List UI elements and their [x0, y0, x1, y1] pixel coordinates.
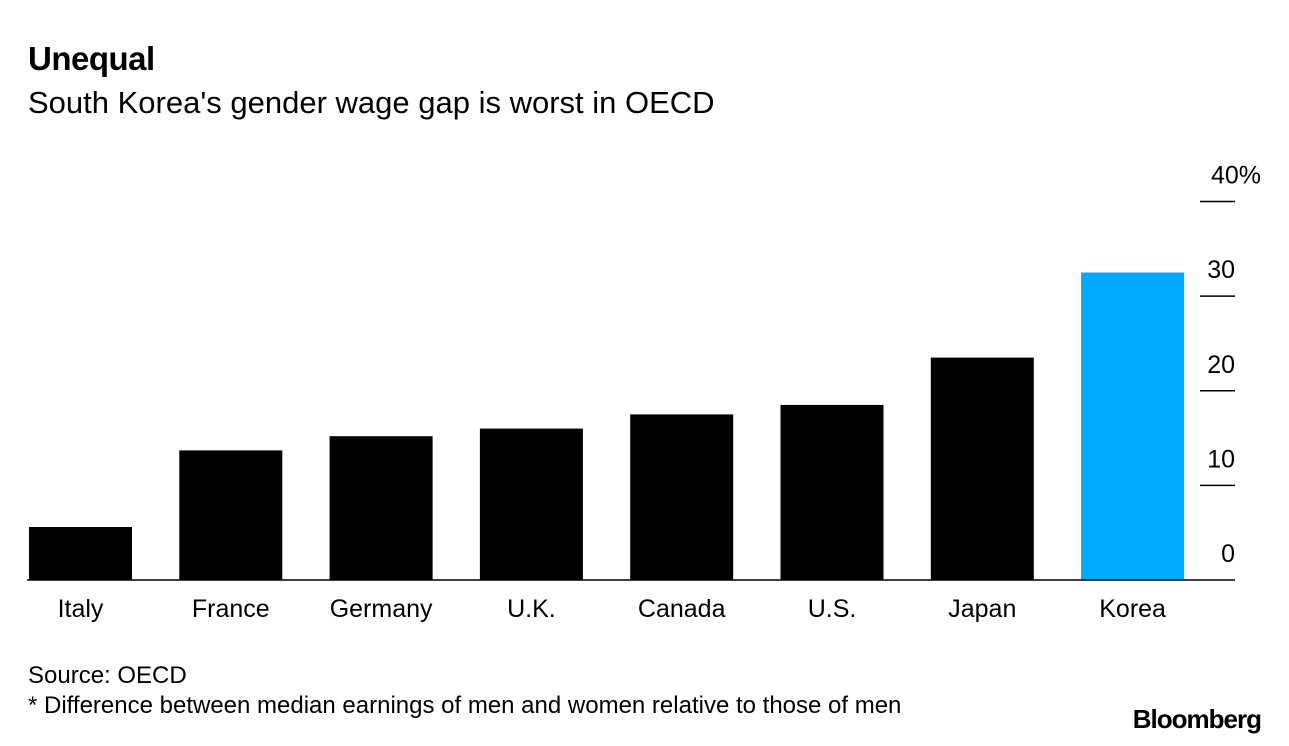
x-tick-label: Korea	[1099, 595, 1166, 623]
x-tick-label: Germany	[330, 595, 433, 623]
x-tick-label: Italy	[58, 595, 104, 623]
x-tick-label: U.K.	[507, 595, 556, 623]
x-tick-label: Canada	[638, 595, 726, 623]
bloomberg-logo: Bloomberg	[1132, 704, 1262, 734]
bar-korea	[1081, 272, 1185, 580]
chart-title: Unequal	[28, 40, 155, 77]
y-tick-label: 40%	[1211, 162, 1261, 190]
x-tick-label: France	[192, 595, 270, 623]
y-tick-label: 0	[1221, 540, 1235, 568]
bar-u-s	[780, 404, 884, 580]
bar-italy	[29, 527, 132, 580]
bar-u-k	[479, 428, 583, 580]
footnote: * Difference between median earnings of …	[28, 692, 902, 719]
x-tick-label: Japan	[948, 595, 1016, 623]
bar-germany	[329, 436, 433, 580]
y-tick-label: 30	[1207, 256, 1235, 284]
bar-france	[179, 450, 283, 580]
bar-japan	[930, 357, 1034, 580]
source-note: Source: OECD	[28, 662, 187, 689]
bar-canada	[630, 414, 734, 580]
x-tick-label: U.S.	[808, 595, 857, 623]
chart-subtitle: South Korea's gender wage gap is worst i…	[28, 85, 715, 120]
y-tick-label: 10	[1207, 445, 1235, 473]
y-tick-label: 20	[1207, 351, 1235, 379]
